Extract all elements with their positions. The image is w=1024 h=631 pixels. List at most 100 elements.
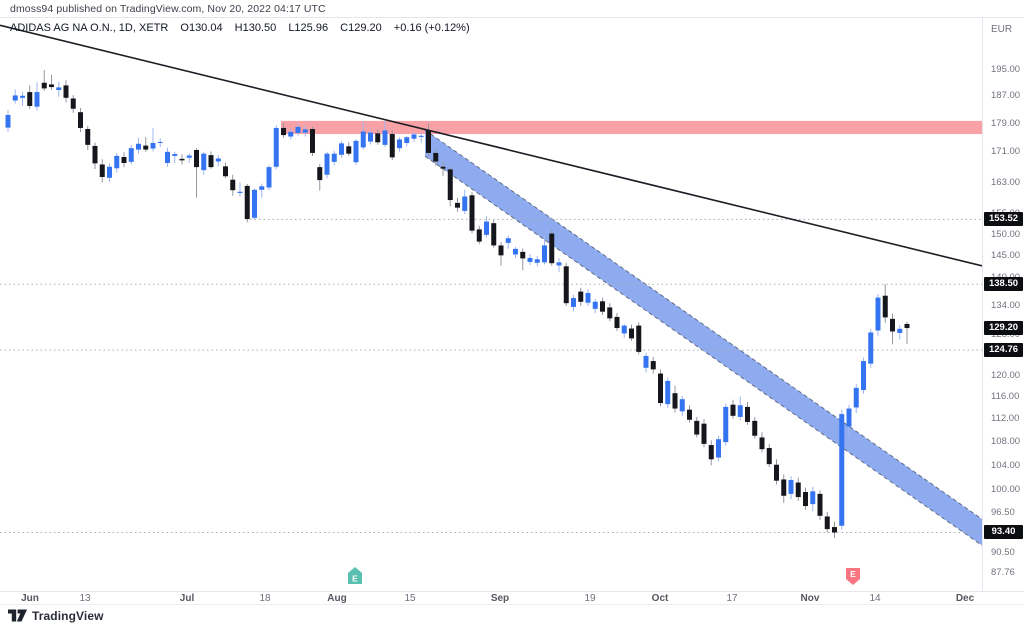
price-tick-label: 87.76	[991, 566, 1015, 578]
time-tick-label: Dec	[955, 593, 975, 604]
candle-body	[447, 169, 453, 201]
time-axis[interactable]: Jun 13 Jul 18 Aug 15 Sep 19 Oct 17 Nov 14 Dec	[0, 592, 1024, 604]
candle-body	[832, 527, 837, 533]
candle-body	[382, 130, 388, 145]
candle-body	[614, 316, 620, 329]
candle-body	[527, 257, 533, 262]
candle-body	[440, 166, 446, 169]
time-tick-label: 19	[584, 593, 596, 604]
price-tick-label: 96.50	[991, 506, 1015, 518]
candle-body	[56, 87, 62, 91]
candle-body	[708, 445, 714, 460]
price-tick-label: 108.00	[991, 435, 1021, 447]
candle-body	[150, 143, 156, 149]
descending-trendline	[0, 24, 982, 267]
candle-body	[99, 164, 105, 178]
candle-body	[462, 196, 468, 211]
candle-body	[803, 491, 808, 507]
symbol-title: ADIDAS AG NA O.N., 1D, XETR	[10, 22, 169, 34]
candle-body	[882, 295, 888, 318]
candle-body	[563, 266, 569, 304]
candle-body	[194, 149, 199, 168]
candle-body	[201, 153, 207, 171]
tradingview-brand[interactable]: TradingView	[8, 608, 104, 623]
candle-body	[513, 248, 518, 255]
level-price-badge: 124.76	[984, 343, 1023, 358]
candle-body	[157, 141, 163, 143]
candle-body	[505, 238, 511, 243]
time-tick-label: Sep	[490, 593, 510, 604]
last-price-badge: 129.20	[984, 321, 1023, 336]
candle-body	[288, 131, 294, 137]
price-tick-label: 112.00	[991, 413, 1020, 425]
earnings-marker[interactable]	[846, 568, 860, 585]
candle-body	[643, 355, 649, 368]
candle-body	[317, 167, 323, 181]
candle-body	[745, 406, 750, 422]
candle-body	[339, 143, 344, 155]
candle-body	[571, 298, 576, 307]
time-tick-label: Jul	[179, 593, 195, 604]
candle-body	[868, 332, 874, 364]
candle-body	[114, 155, 120, 169]
candle-body	[752, 420, 758, 436]
candle-body	[549, 233, 555, 264]
candle-body	[890, 318, 895, 332]
time-tick-label: 15	[404, 593, 416, 604]
candle-body	[302, 129, 308, 133]
candle-body	[237, 191, 243, 193]
candle-body	[716, 439, 721, 458]
earnings-letter: E	[850, 569, 856, 579]
candle-body	[788, 480, 794, 494]
candle-body	[455, 202, 460, 208]
candle-body	[418, 135, 424, 137]
candle-body	[121, 157, 127, 163]
tradingview-brand-label: TradingView	[32, 608, 104, 623]
candle-body	[186, 155, 192, 158]
candle-body	[542, 245, 547, 263]
candle-body	[404, 137, 410, 144]
candle-body	[27, 92, 33, 106]
widget-top-divider	[0, 17, 1024, 18]
price-axis[interactable]: EUR 195.00187.00179.00171.00163.00155.00…	[983, 17, 1024, 591]
candle-body	[585, 292, 591, 303]
candle-body	[817, 493, 823, 516]
time-tick-label: 18	[259, 593, 271, 604]
candle-body	[78, 112, 83, 128]
level-price-badge: 138.50	[984, 277, 1023, 292]
candle-body	[600, 301, 605, 312]
ohlc-high: H130.50	[234, 22, 277, 34]
published-attribution: dmoss94 published on TradingView.com, No…	[10, 3, 326, 15]
time-tick-label: Aug	[327, 593, 347, 604]
candle-body	[484, 221, 489, 235]
currency-label: EUR	[991, 24, 1013, 35]
price-tick-label: 145.00	[991, 250, 1021, 262]
candle-body	[701, 423, 707, 444]
candle-body	[730, 404, 736, 416]
candle-body	[295, 126, 301, 133]
candle-body	[774, 464, 779, 481]
candle-body	[368, 132, 373, 142]
candle-body	[556, 262, 562, 266]
candle-body	[846, 408, 852, 427]
ohlc-close: C129.20	[340, 22, 382, 34]
candle-body	[324, 153, 330, 175]
candle-body	[476, 229, 482, 242]
candle-body	[266, 167, 272, 188]
candle-body	[810, 491, 816, 505]
candle-body	[679, 399, 685, 412]
candle-body	[136, 143, 141, 150]
candle-body	[904, 323, 910, 329]
candle-body	[897, 328, 903, 333]
candle-body	[375, 133, 381, 143]
candle-body	[426, 130, 431, 153]
candle-body	[672, 393, 678, 409]
candle-body	[34, 92, 40, 107]
candle-body	[621, 325, 627, 334]
candle-body	[215, 158, 221, 162]
candle-body	[469, 195, 475, 231]
candle-body	[397, 139, 402, 149]
earnings-marker[interactable]	[348, 567, 362, 584]
candle-body	[824, 516, 830, 530]
